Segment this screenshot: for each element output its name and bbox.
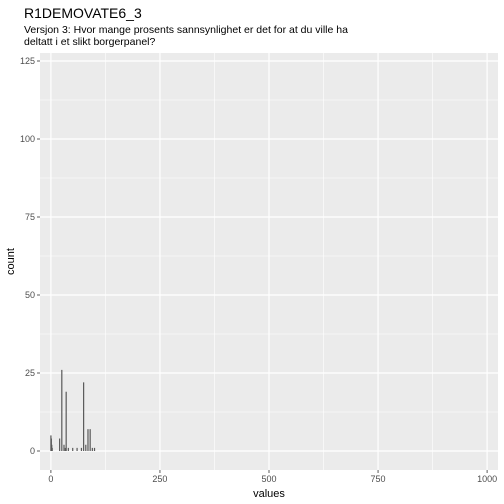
histogram-bar — [85, 444, 87, 451]
histogram-bar — [61, 369, 63, 451]
histogram-bars — [50, 369, 96, 451]
y-axis-tick-label: 100 — [20, 134, 35, 144]
histogram-bar — [72, 447, 74, 451]
x-axis: 0 250 500 750 1000 — [48, 470, 497, 484]
histogram-bar — [63, 444, 65, 451]
x-axis-tick-label: 250 — [152, 474, 167, 484]
x-axis-tick-label: 500 — [261, 474, 276, 484]
histogram-bar — [51, 447, 53, 451]
histogram-bar — [65, 391, 67, 451]
y-axis-tick-label: 0 — [30, 446, 35, 456]
y-axis-title: count — [5, 248, 17, 275]
chart-subtitle-line-1: Versjon 3: Hvor mange prosents sannsynli… — [24, 24, 348, 36]
y-axis: 0 25 50 75 100 125 — [20, 56, 40, 456]
histogram-bar — [64, 447, 66, 451]
histogram-bar — [93, 447, 96, 451]
chart-title: R1DEMOVATE6_3 — [24, 5, 142, 21]
histogram-bar — [67, 447, 69, 451]
chart-subtitle: Versjon 3: Hvor mange prosents sannsynli… — [24, 24, 424, 48]
x-axis-tick-label: 0 — [48, 474, 53, 484]
x-axis-title: values — [253, 488, 285, 500]
histogram-bar — [89, 429, 91, 451]
y-axis-tick-label: 25 — [25, 368, 35, 378]
histogram-bar — [59, 438, 61, 451]
histogram-bar — [87, 429, 89, 451]
grid-major — [40, 53, 498, 470]
y-axis-tick-label: 125 — [20, 56, 35, 66]
y-axis-tick-label: 75 — [25, 212, 35, 222]
histogram-bar — [83, 382, 85, 451]
y-axis-tick-label: 50 — [25, 290, 35, 300]
chart-subtitle-line-2: deltatt i et slikt borgerpanel? — [24, 36, 156, 48]
histogram-bar — [76, 447, 78, 451]
x-axis-tick-label: 750 — [371, 474, 386, 484]
histogram-bar — [80, 447, 83, 451]
histogram-bar — [91, 447, 93, 451]
x-axis-tick-label: 1000 — [477, 474, 497, 484]
